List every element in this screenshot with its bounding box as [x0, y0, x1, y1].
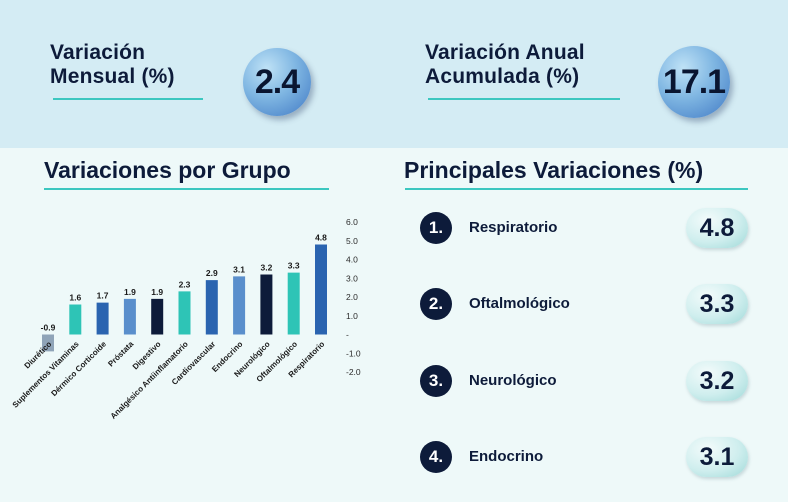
- y-tick-label: 6.0: [346, 217, 358, 227]
- rank-value-badge: 3.3: [686, 284, 748, 324]
- rank-number: 1.: [420, 212, 452, 244]
- bar-cardiovascular: [205, 280, 218, 335]
- bar-diurético: [42, 334, 54, 352]
- bar-analgésico-antiinflamatorio: [178, 291, 191, 335]
- group-variations-title: Variaciones por Grupo: [44, 157, 291, 183]
- rank-value-badge: 3.1: [686, 437, 748, 477]
- bar-value-label: 1.7: [97, 291, 109, 301]
- y-tick-label: 3.0: [346, 273, 358, 283]
- bar-value-label: 3.1: [233, 264, 245, 274]
- bar-neurológico: [260, 274, 273, 335]
- bar-endocrino: [233, 276, 246, 335]
- bar-value-label: 2.9: [206, 268, 218, 278]
- y-tick-label: -: [346, 330, 349, 340]
- bar-value-label: 2.3: [179, 279, 191, 289]
- rank-number: 2.: [420, 288, 452, 320]
- top-variations-title: Principales Variaciones (%): [404, 157, 704, 183]
- annual-variation-title-line2: Acumulada (%): [425, 65, 580, 88]
- annual-variation-title-line1: Variación Anual: [425, 41, 585, 64]
- monthly-variation-value: 2.4: [243, 48, 311, 116]
- bar-value-label: 1.9: [151, 287, 163, 297]
- rank-value-badge: 4.8: [686, 208, 748, 248]
- top-variations-underline: [405, 188, 748, 190]
- bar-value-label: 3.2: [260, 263, 272, 273]
- bar-próstata: [123, 298, 136, 335]
- monthly-variation-title-line2: Mensual (%): [50, 65, 175, 88]
- rank-category-name: Endocrino: [469, 448, 544, 465]
- monthly-variation-underline: [53, 98, 203, 100]
- bar-value-label: 4.8: [315, 233, 327, 243]
- group-variations-chart: 6.05.04.03.02.01.0--1.0-2.0-0.9Diurético…: [11, 217, 361, 421]
- monthly-variation-title-line1: Variación: [50, 41, 146, 64]
- y-tick-label: 2.0: [346, 292, 358, 302]
- kpi-header-band: [0, 0, 788, 148]
- rank-category-name: Neurológico: [469, 372, 557, 389]
- rank-number: 4.: [420, 441, 452, 473]
- annual-variation-value: 17.1: [658, 46, 730, 118]
- annual-variation-underline: [428, 98, 620, 100]
- y-tick-label: -1.0: [346, 348, 361, 358]
- bar-digestivo: [151, 298, 164, 335]
- bar-suplementos-vitaminas: [69, 304, 82, 335]
- rank-value-badge: 3.2: [686, 361, 748, 401]
- group-variations-underline: [44, 188, 329, 190]
- bar-oftalmológico: [287, 272, 300, 335]
- bar-value-label: 3.3: [288, 261, 300, 271]
- y-tick-label: 1.0: [346, 311, 358, 321]
- y-tick-label: -2.0: [346, 367, 361, 377]
- bar-value-label: 1.6: [69, 293, 81, 303]
- y-tick-label: 5.0: [346, 236, 358, 246]
- rank-category-name: Oftalmológico: [469, 295, 570, 312]
- bar-value-label: 1.9: [124, 287, 136, 297]
- rank-number: 3.: [420, 365, 452, 397]
- rank-category-name: Respiratorio: [469, 219, 558, 236]
- bar-respiratorio: [315, 244, 327, 335]
- category-label: Dérmico Corticoide: [49, 339, 108, 398]
- annual-variation-title: Variación Anual Acumulada (%): [425, 41, 585, 89]
- y-tick-label: 4.0: [346, 255, 358, 265]
- bar-dérmico-corticoide: [96, 302, 109, 335]
- bar-value-label: -0.9: [41, 323, 56, 333]
- monthly-variation-title: Variación Mensual (%): [50, 41, 175, 89]
